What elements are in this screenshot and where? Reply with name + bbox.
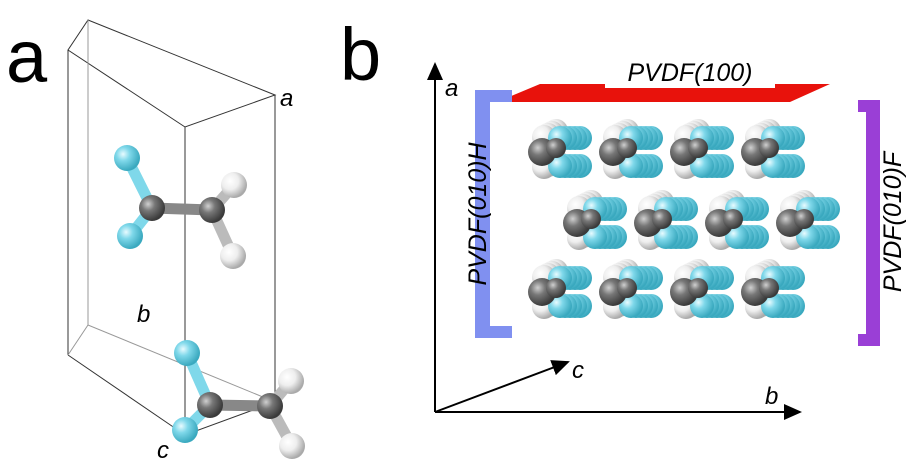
atom [617,138,637,158]
axis-label: c [572,357,584,384]
atom [139,195,165,221]
atom [617,278,637,298]
atom [688,138,708,158]
axis-label: b [137,301,150,328]
atom [723,209,743,229]
panel-label: a [6,15,48,98]
atom [279,433,305,459]
atom [197,392,223,418]
surface-label: PVDF(100) [627,59,752,87]
axis-label: a [280,85,293,112]
surface-label: PVDF(010)H [464,142,492,286]
atom [278,368,304,394]
unit-cell [68,20,275,435]
atom [257,393,283,419]
atom [174,340,200,366]
atom [581,209,601,229]
panel-label: b [340,13,381,96]
surface-right [858,100,880,346]
atom [546,138,566,158]
molecule-array [528,119,840,319]
figure: a a b c b a b c PVDF(100) PVDF(010)H PVD… [0,0,909,466]
atom [759,278,779,298]
axis-label: a [445,75,458,102]
atom [172,417,198,443]
axis-label: c [157,437,169,464]
atom [794,209,814,229]
atom [652,209,672,229]
axis-label: b [765,383,778,410]
atom [199,197,225,223]
atom [117,223,143,249]
atom [688,278,708,298]
surface-label: PVDF(010)F [879,150,907,292]
atom [546,278,566,298]
atom [220,243,246,269]
atom [221,172,247,198]
atom [759,138,779,158]
atom [114,145,140,171]
